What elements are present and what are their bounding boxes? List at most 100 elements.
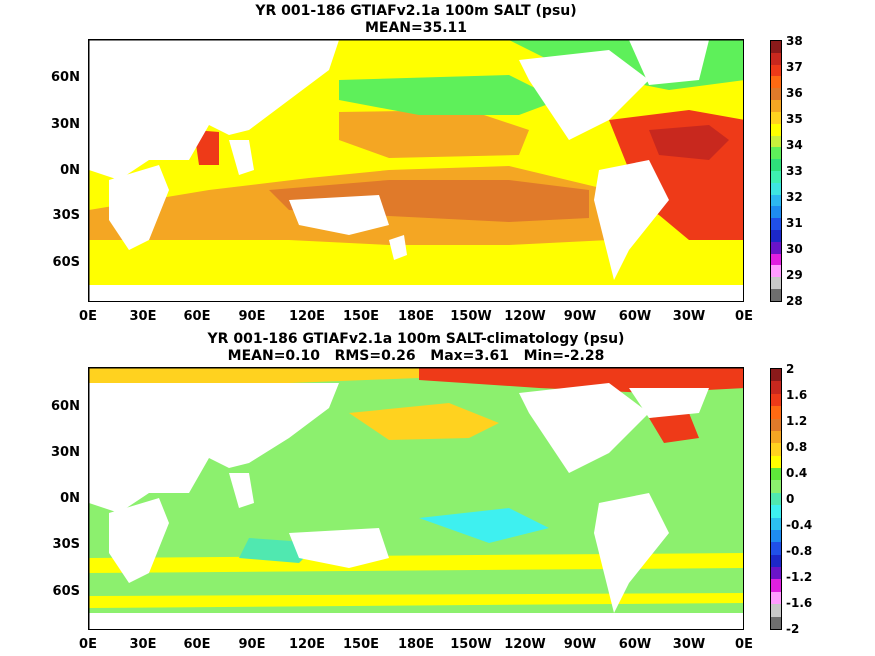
top-lon-150w: 150W: [450, 309, 492, 324]
colorbar-swatch: [771, 64, 781, 77]
bottom-lat-30s: 30S: [52, 537, 80, 552]
bottom-colorbar: [770, 368, 782, 630]
bottom-cbar-label: -1.2: [786, 570, 813, 584]
colorbar-swatch: [771, 76, 781, 89]
top-lat-0n: 0N: [60, 163, 80, 178]
top-lon-60w: 60W: [618, 309, 652, 324]
bottom-lon-180e: 180E: [397, 637, 435, 652]
top-cbar-label: 34: [786, 138, 803, 152]
top-lat-30s: 30S: [52, 208, 80, 223]
top-lon-90e: 90E: [238, 309, 266, 324]
top-lon-150e: 150E: [342, 309, 380, 324]
colorbar-swatch: [771, 381, 781, 394]
top-cbar-label: 29: [786, 268, 803, 282]
colorbar-swatch: [771, 616, 781, 629]
bottom-anomaly-map: [89, 368, 743, 629]
colorbar-swatch: [771, 123, 781, 136]
bottom-lon-90w: 90W: [563, 637, 597, 652]
colorbar-swatch: [771, 147, 781, 160]
bottom-cbar-label: 0: [786, 492, 795, 506]
colorbar-swatch: [771, 100, 781, 112]
top-lon-30e: 30E: [129, 309, 157, 324]
colorbar-swatch: [771, 289, 781, 301]
colorbar-swatch: [771, 591, 781, 605]
colorbar-swatch: [771, 230, 781, 242]
bottom-cbar-label: 2: [786, 362, 795, 376]
top-cbar-label: 37: [786, 60, 803, 74]
colorbar-swatch: [771, 517, 781, 530]
top-cbar-label: 30: [786, 242, 803, 256]
top-lat-60n: 60N: [51, 70, 80, 85]
bottom-subtitle: MEAN=0.10 RMS=0.26 Max=3.61 Min=-2.28: [227, 348, 605, 364]
top-cbar-label: 33: [786, 164, 803, 178]
bottom-lon-0e-end: 0E: [735, 637, 753, 652]
bottom-lat-0n: 0N: [60, 491, 80, 506]
top-salinity-map: [89, 40, 743, 301]
colorbar-swatch: [771, 159, 781, 171]
top-lat-60s: 60S: [52, 255, 80, 270]
bottom-cbar-label: -0.4: [786, 518, 813, 532]
top-colorbar: [770, 40, 782, 302]
colorbar-swatch: [771, 443, 781, 456]
colorbar-swatch: [771, 418, 781, 431]
colorbar-swatch: [771, 604, 781, 617]
bottom-cbar-label: 0.4: [786, 466, 808, 480]
colorbar-swatch: [771, 567, 781, 580]
colorbar-swatch: [771, 455, 781, 468]
top-cbar-label: 38: [786, 34, 803, 48]
colorbar-swatch: [771, 253, 781, 266]
bottom-cbar-label: -1.6: [786, 596, 813, 610]
colorbar-swatch: [771, 492, 781, 506]
top-cbar-label: 28: [786, 294, 803, 308]
colorbar-swatch: [771, 505, 781, 518]
bottom-cbar-label: 1.6: [786, 388, 808, 402]
bottom-cbar-label: 1.2: [786, 414, 808, 428]
bottom-cbar-label: 0.8: [786, 440, 808, 454]
colorbar-swatch: [771, 393, 781, 407]
bottom-cbar-label: -2: [786, 622, 800, 636]
bottom-lon-60e: 60E: [183, 637, 211, 652]
bottom-lon-120e: 120E: [288, 637, 326, 652]
colorbar-swatch: [771, 369, 781, 382]
bottom-lat-60n: 60N: [51, 399, 80, 414]
bottom-lat-30n: 30N: [51, 445, 80, 460]
colorbar-swatch: [771, 430, 781, 444]
colorbar-swatch: [771, 206, 781, 219]
top-lon-0e-end: 0E: [735, 309, 753, 324]
colorbar-swatch: [771, 111, 781, 124]
colorbar-swatch: [771, 182, 781, 195]
top-cbar-label: 35: [786, 112, 803, 126]
colorbar-swatch: [771, 554, 781, 567]
colorbar-swatch: [771, 579, 781, 592]
colorbar-swatch: [771, 406, 781, 419]
colorbar-swatch: [771, 277, 781, 290]
colorbar-swatch: [771, 265, 781, 278]
top-cbar-label: 31: [786, 216, 803, 230]
colorbar-swatch: [771, 194, 781, 207]
top-lon-30w: 30W: [672, 309, 706, 324]
top-lon-0e: 0E: [79, 309, 97, 324]
colorbar-swatch: [771, 480, 781, 493]
bottom-lat-60s: 60S: [52, 584, 80, 599]
bottom-lon-60w: 60W: [618, 637, 652, 652]
top-lat-30n: 30N: [51, 117, 80, 132]
colorbar-swatch: [771, 135, 781, 148]
bottom-lon-120w: 120W: [504, 637, 546, 652]
top-lon-120e: 120E: [288, 309, 326, 324]
bottom-cbar-label: -0.8: [786, 544, 813, 558]
colorbar-swatch: [771, 529, 781, 543]
top-lon-180e: 180E: [397, 309, 435, 324]
bottom-title: YR 001-186 GTIAFv2.1a 100m SALT-climatol…: [207, 331, 625, 347]
colorbar-swatch: [771, 170, 781, 183]
colorbar-swatch: [771, 542, 781, 555]
colorbar-swatch: [771, 52, 781, 65]
colorbar-swatch: [771, 468, 781, 481]
top-subtitle: MEAN=35.11: [364, 20, 468, 36]
colorbar-swatch: [771, 218, 781, 230]
bottom-lon-30w: 30W: [672, 637, 706, 652]
top-title: YR 001-186 GTIAFv2.1a 100m SALT (psu): [255, 3, 577, 19]
bottom-lon-0e: 0E: [79, 637, 97, 652]
bottom-lon-90e: 90E: [238, 637, 266, 652]
top-cbar-label: 32: [786, 190, 803, 204]
bottom-lon-30e: 30E: [129, 637, 157, 652]
